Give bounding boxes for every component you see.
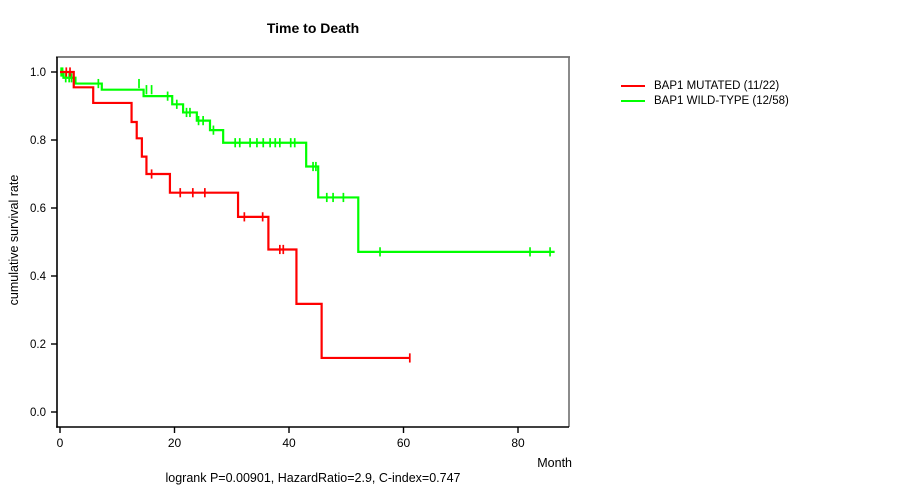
y-tick-label: 0.2 — [30, 339, 46, 351]
y-tick-label: 0.4 — [30, 271, 47, 283]
survival-curve-bap1-mutated-11-22 — [60, 70, 410, 360]
x-tick-label: 20 — [168, 436, 182, 450]
y-tick-label: 0.8 — [30, 135, 46, 147]
y-tick-label: 1.0 — [30, 67, 46, 79]
x-axis-label: Month — [537, 456, 572, 470]
legend-label-bap1-wild-type: BAP1 WILD-TYPE (12/58) — [654, 94, 789, 107]
stats-footnote: logrank P=0.00901, HazardRatio=2.9, C-in… — [165, 471, 461, 485]
x-tick-label: 60 — [397, 436, 411, 450]
x-tick-label: 0 — [57, 436, 64, 450]
legend: BAP1 MUTATED (11/22) BAP1 WILD-TYPE (12/… — [621, 79, 789, 108]
legend-item-bap1-mutated: BAP1 MUTATED (11/22) — [621, 79, 789, 94]
y-tick-label: 0.0 — [30, 407, 46, 419]
legend-line-green-icon — [621, 99, 645, 102]
x-tick-label: 40 — [282, 436, 296, 450]
legend-line-red-icon — [621, 85, 645, 88]
chart-title: Time to Death — [266, 20, 360, 36]
x-tick-label: 80 — [511, 436, 525, 450]
survival-curve-bap1-wild-type-12-58 — [60, 70, 555, 253]
y-axis-label: cumulative survival rate — [7, 174, 21, 306]
y-tick-label: 0.6 — [30, 203, 46, 215]
legend-label-bap1-mutated: BAP1 MUTATED (11/22) — [654, 80, 780, 93]
legend-item-bap1-wild-type: BAP1 WILD-TYPE (12/58) — [621, 94, 789, 109]
